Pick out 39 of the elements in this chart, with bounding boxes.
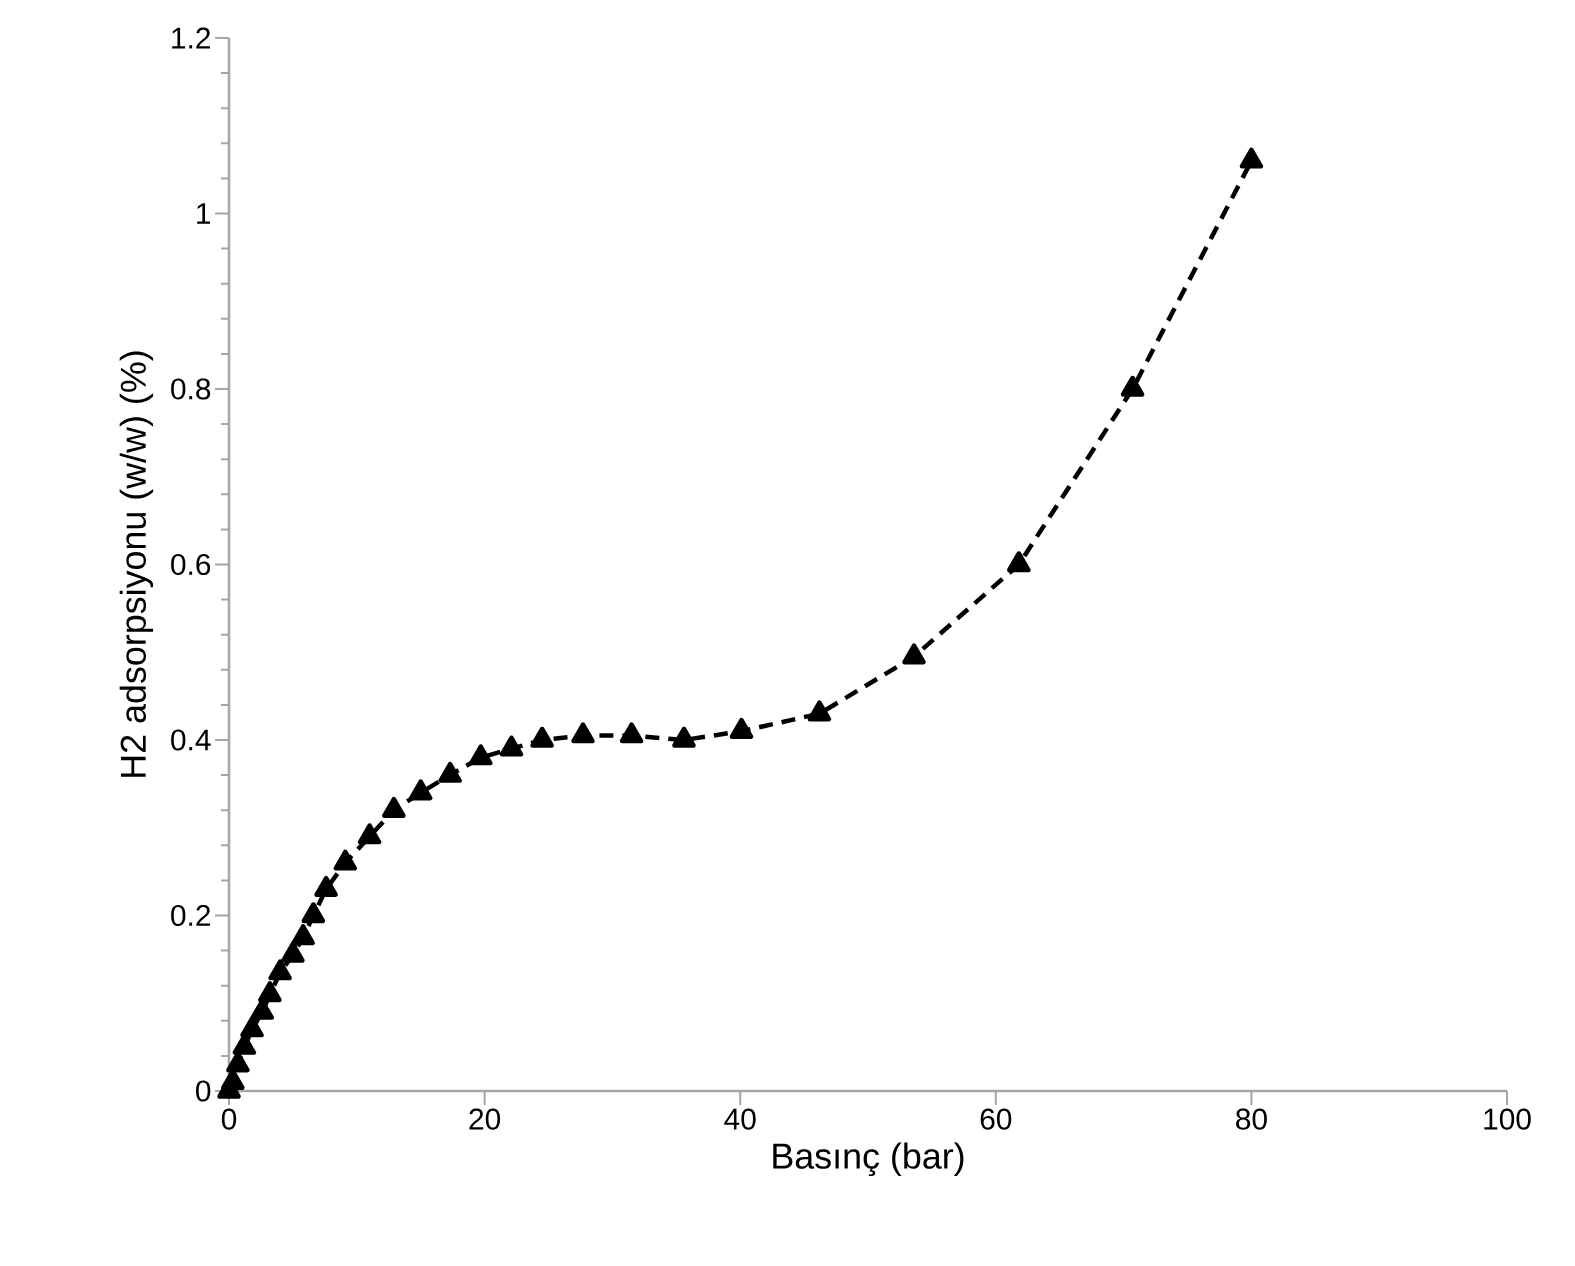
point [333,849,358,871]
point [382,796,406,818]
point [301,902,326,924]
x-tick-label: 20 [469,1108,501,1130]
point [240,1016,264,1038]
point [729,717,754,739]
x-tick-label: 40 [724,1108,756,1130]
point [530,726,554,748]
point [672,726,696,748]
x-tick-label: 100 [1484,1108,1531,1130]
point [571,722,595,744]
point [619,722,644,744]
x-tick-label: 60 [980,1108,1012,1130]
point [1239,147,1264,169]
point [291,924,315,946]
y-tick-label: 1 [197,203,211,224]
x-axis-title: Basınç (bar) [773,1142,964,1177]
x-tick-label: 80 [1236,1108,1267,1130]
x-tick-label: 0 [221,1108,237,1130]
point [314,875,338,897]
point [902,643,926,665]
point [469,744,493,766]
point [1007,551,1031,573]
point [499,735,524,757]
point [268,959,292,981]
point [281,941,305,963]
point [258,981,282,1003]
point [357,823,382,845]
y-tick-label: 0.8 [171,378,211,400]
y-tick-label: 1.2 [172,27,210,49]
y-tick-label: 0.2 [171,904,210,927]
y-tick-label: 0.6 [171,553,211,576]
point [1120,375,1145,397]
y-tick-label: 0.4 [171,729,211,751]
y-tick-label: 0 [196,1080,211,1102]
point [408,779,433,801]
y-axis-title: H2 adsorpsiyonu (w/w) (%) [119,351,154,777]
point [438,761,462,783]
point [807,700,832,722]
